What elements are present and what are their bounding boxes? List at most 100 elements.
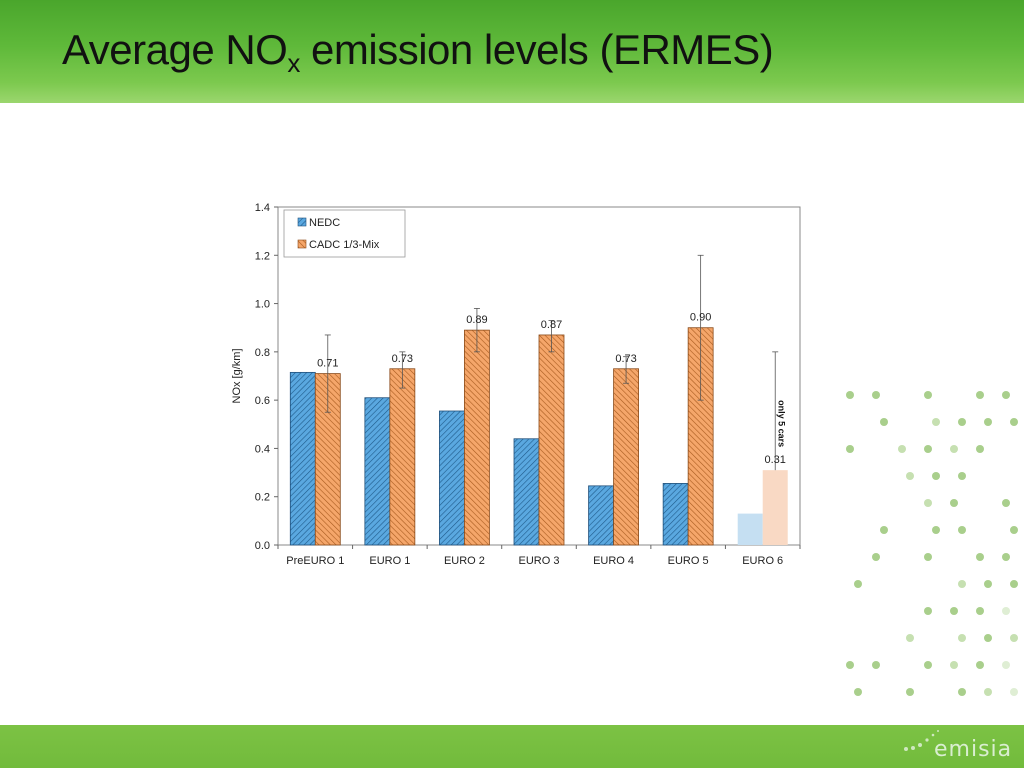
decorative-dot [958,634,966,642]
decorative-dot [1002,661,1010,669]
bar-nedc [588,485,614,546]
decorative-dot [950,661,958,669]
decorative-dot [976,607,984,615]
bar-nedc [737,513,763,545]
decorative-dot [976,391,984,399]
y-tick-label: 1.4 [255,202,270,214]
bar-cadc [464,329,490,546]
decorative-dot [976,553,984,561]
decorative-dot [1010,634,1018,642]
decorative-dot [846,445,854,453]
decorative-dot [1002,607,1010,615]
data-label: 0.71 [317,358,338,370]
y-tick-label: 0.8 [255,347,270,359]
decorative-dot [984,580,992,588]
x-tick-label: EURO 1 [369,555,410,567]
decorative-dot [958,580,966,588]
title-subscript: x [287,48,300,78]
decorative-dot [950,607,958,615]
data-label: 0.87 [541,319,562,331]
x-tick-label: EURO 3 [519,555,560,567]
decorative-dot [924,607,932,615]
decorative-dot [924,445,932,453]
decorative-dot [958,688,966,696]
y-tick-label: 0.6 [255,395,270,407]
y-tick-label: 0.4 [255,443,270,455]
bar-nedc [439,410,465,546]
decorative-dot [1002,553,1010,561]
decorative-dot [846,661,854,669]
x-tick-label: PreEURO 1 [286,555,344,567]
decorative-dot [976,661,984,669]
decorative-dot [950,445,958,453]
data-label: 0.73 [392,353,413,365]
decorative-dot [1002,391,1010,399]
decorative-dot [898,445,906,453]
y-tick-label: 0.2 [255,492,270,504]
annotation-only-5-cars: only 5 cars [777,400,787,447]
decorative-dot [880,418,888,426]
decorative-dot [950,499,958,507]
y-tick-label: 0.0 [255,540,270,552]
decorative-dot [932,472,940,480]
decorative-dot [872,661,880,669]
y-axis-label: NOx [g/km] [231,348,243,403]
data-label: 0.90 [690,312,711,324]
decorative-dot [984,688,992,696]
x-tick-label: EURO 6 [742,555,783,567]
decorative-dot [880,526,888,534]
decorative-dot [924,391,932,399]
decorative-dot [1010,526,1018,534]
decorative-dot [1010,418,1018,426]
decorative-dot [958,526,966,534]
footer-bar [0,725,1024,768]
decorative-dot [932,418,940,426]
decorative-dot [932,526,940,534]
bar-cadc [613,368,639,546]
legend-label-nedc: NEDC [309,217,340,229]
decorative-dot [906,472,914,480]
decorative-dot [854,688,862,696]
legend-label-cadc: CADC 1/3-Mix [309,239,380,251]
bar-nedc [662,483,689,546]
decorative-dot [924,553,932,561]
bar-cadc [762,470,788,545]
decorative-dot [924,499,932,507]
decorative-dot [1010,688,1018,696]
decorative-dot [906,634,914,642]
decorative-dot [1002,499,1010,507]
bar-cadc [389,368,416,546]
data-label: 0.89 [466,314,487,326]
data-label: 0.31 [765,454,786,466]
y-tick-label: 1.0 [255,299,270,311]
decorative-dot [976,445,984,453]
data-label: 0.73 [615,353,636,365]
x-tick-label: EURO 2 [444,555,485,567]
decorative-dot [846,391,854,399]
legend-swatch-cadc [297,239,307,249]
decorative-dot [1010,580,1018,588]
title-main: Average NO [62,26,288,73]
title-rest: emission levels (ERMES) [299,26,774,73]
slide-title: Average NOx emission levels (ERMES) [62,26,774,79]
bar-nedc [513,438,540,546]
decorative-dot [906,688,914,696]
bar-nedc [364,397,391,546]
decorative-dot [984,418,992,426]
decorative-dot [984,634,992,642]
decorative-dot [854,580,862,588]
decorative-dot [872,553,880,561]
header-bar [0,0,1024,103]
bar-cadc [538,334,565,546]
decorative-dot [958,472,966,480]
decorative-dot [924,661,932,669]
decorative-dot [872,391,880,399]
legend-swatch-nedc [297,217,307,227]
decorative-dot [958,418,966,426]
x-tick-label: EURO 5 [668,555,709,567]
y-tick-label: 1.2 [255,250,270,262]
bar-nedc [289,371,316,546]
logo-text: emisia [934,737,1013,762]
